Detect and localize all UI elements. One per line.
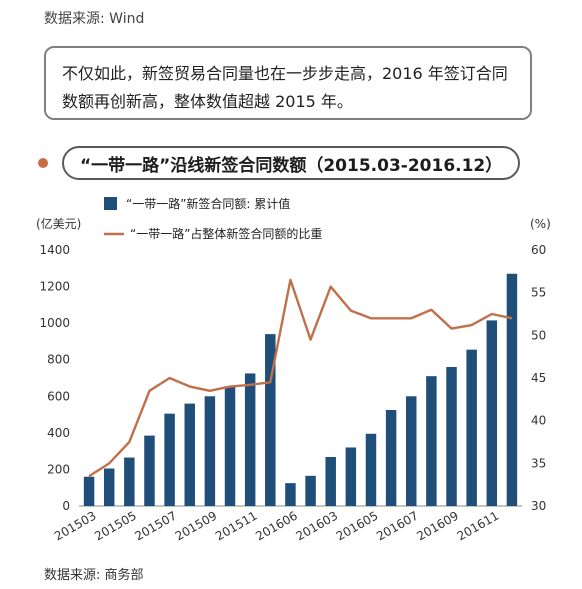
chart-title: “一带一路”沿线新签合同数额（2015.03-2016.12） [62, 146, 521, 180]
bar [204, 396, 216, 506]
left-y-tick-label: 1400 [39, 243, 70, 257]
legend-line-label: “一带一路”占整体新签合同额的比重 [130, 226, 322, 241]
x-tick-label: 201605 [334, 508, 381, 543]
left-y-tick-label: 800 [47, 353, 70, 367]
share-line [88, 278, 513, 478]
bar [184, 403, 195, 506]
right-y-tick-label: 55 [531, 286, 546, 300]
left-y-tick-label: 400 [47, 426, 70, 440]
bar [466, 349, 477, 506]
top-data-source: 数据来源: Wind [44, 11, 145, 27]
right-y-tick-label: 50 [531, 328, 546, 342]
x-tick-label: 201505 [92, 508, 139, 543]
note-box: 不仅如此，新签贸易合同量也在一步步走高，2016 年签订合同数额再创新高，整体数… [44, 46, 532, 120]
x-tick-label: 201509 [173, 508, 220, 543]
x-tick-label: 201603 [294, 508, 341, 543]
left-y-tick-label: 600 [47, 389, 70, 403]
bar [164, 413, 175, 506]
x-tick-label: 201507 [132, 508, 179, 543]
left-y-tick-label: 200 [47, 462, 70, 476]
bar [325, 456, 336, 506]
x-tick-label: 201611 [455, 508, 502, 543]
bar [83, 476, 95, 506]
x-tick-label: 201503 [52, 508, 99, 543]
legend-bar-label: “一带一路”新签合同额: 累计值 [126, 196, 290, 211]
bar [345, 447, 357, 506]
left-y-tick-label: 0 [62, 499, 70, 513]
right-y-tick-label: 60 [531, 243, 546, 257]
bar [446, 367, 457, 506]
title-bullet-dot [38, 158, 48, 168]
bar [365, 433, 377, 506]
bar [426, 376, 437, 506]
bar [124, 457, 135, 506]
note-text: 不仅如此，新签贸易合同量也在一步步走高，2016 年签订合同数额再创新高，整体数… [62, 64, 508, 111]
x-tick-label: 201606 [253, 508, 300, 543]
bar [285, 483, 296, 506]
right-y-tick-label: 30 [531, 499, 546, 513]
right-y-tick-label: 45 [531, 371, 546, 385]
bar [144, 435, 155, 506]
bar [244, 373, 256, 506]
chart-title-row: “一带一路”沿线新签合同数额（2015.03-2016.12） [38, 146, 521, 180]
bar [305, 475, 316, 506]
bar [506, 273, 518, 506]
right-y-tick-label: 35 [531, 456, 546, 470]
x-tick-label: 201511 [213, 508, 260, 543]
x-tick-label: 201607 [374, 508, 421, 543]
x-tick-label: 201609 [414, 508, 461, 543]
bar [385, 410, 397, 506]
bar [265, 334, 276, 506]
left-y-tick-label: 1000 [39, 316, 70, 330]
right-y-tick-label: 40 [531, 414, 546, 428]
left-axis-unit: (亿美元) [36, 216, 81, 231]
bar [486, 320, 498, 506]
left-y-tick-label: 1200 [39, 280, 70, 294]
right-axis-unit: (%) [530, 217, 551, 231]
bar [224, 386, 236, 506]
bar [103, 468, 115, 506]
bottom-data-source: 数据来源: 商务部 [44, 568, 144, 583]
bar [406, 396, 417, 506]
legend-bar-swatch [104, 197, 117, 210]
